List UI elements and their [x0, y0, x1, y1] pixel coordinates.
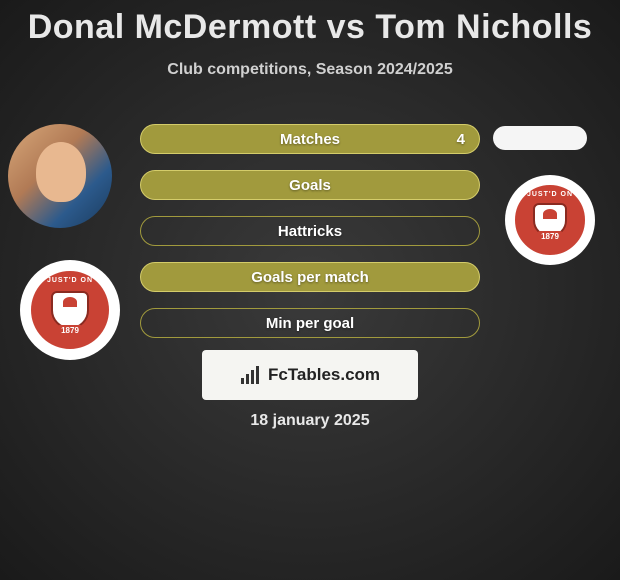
stat-label: Min per goal	[266, 315, 354, 332]
badge-top-text: JUST'D ON	[527, 191, 573, 198]
player2-photo	[493, 126, 587, 150]
branding-text: FcTables.com	[268, 365, 380, 385]
page-title: Donal McDermott vs Tom Nicholls	[0, 0, 620, 47]
badge-year: 1879	[57, 325, 83, 336]
badge-shield-icon	[51, 291, 88, 328]
player1-club-badge: JUST'D ON 1879	[20, 260, 120, 360]
stat-label: Goals per match	[251, 269, 369, 286]
stat-row: Hattricks	[140, 216, 480, 246]
stat-label: Goals	[289, 177, 331, 194]
stat-row: Min per goal	[140, 308, 480, 338]
subtitle: Club competitions, Season 2024/2025	[0, 61, 620, 79]
bars-icon	[240, 366, 262, 384]
stat-label: Hattricks	[278, 223, 342, 240]
player2-club-badge: JUST'D ON 1879	[505, 175, 595, 265]
branding-banner: FcTables.com	[202, 350, 418, 400]
date-text: 18 january 2025	[0, 412, 620, 430]
player1-photo	[8, 124, 112, 228]
stat-label: Matches	[280, 131, 340, 148]
stat-row: Goals	[140, 170, 480, 200]
badge-top-text: JUST'D ON	[47, 277, 93, 284]
stat-row: Matches 4	[140, 124, 480, 154]
stat-value-right: 4	[457, 131, 465, 148]
badge-year: 1879	[537, 231, 563, 242]
stat-row: Goals per match	[140, 262, 480, 292]
stats-panel: Matches 4 Goals Hattricks Goals per match Min…	[140, 124, 480, 354]
